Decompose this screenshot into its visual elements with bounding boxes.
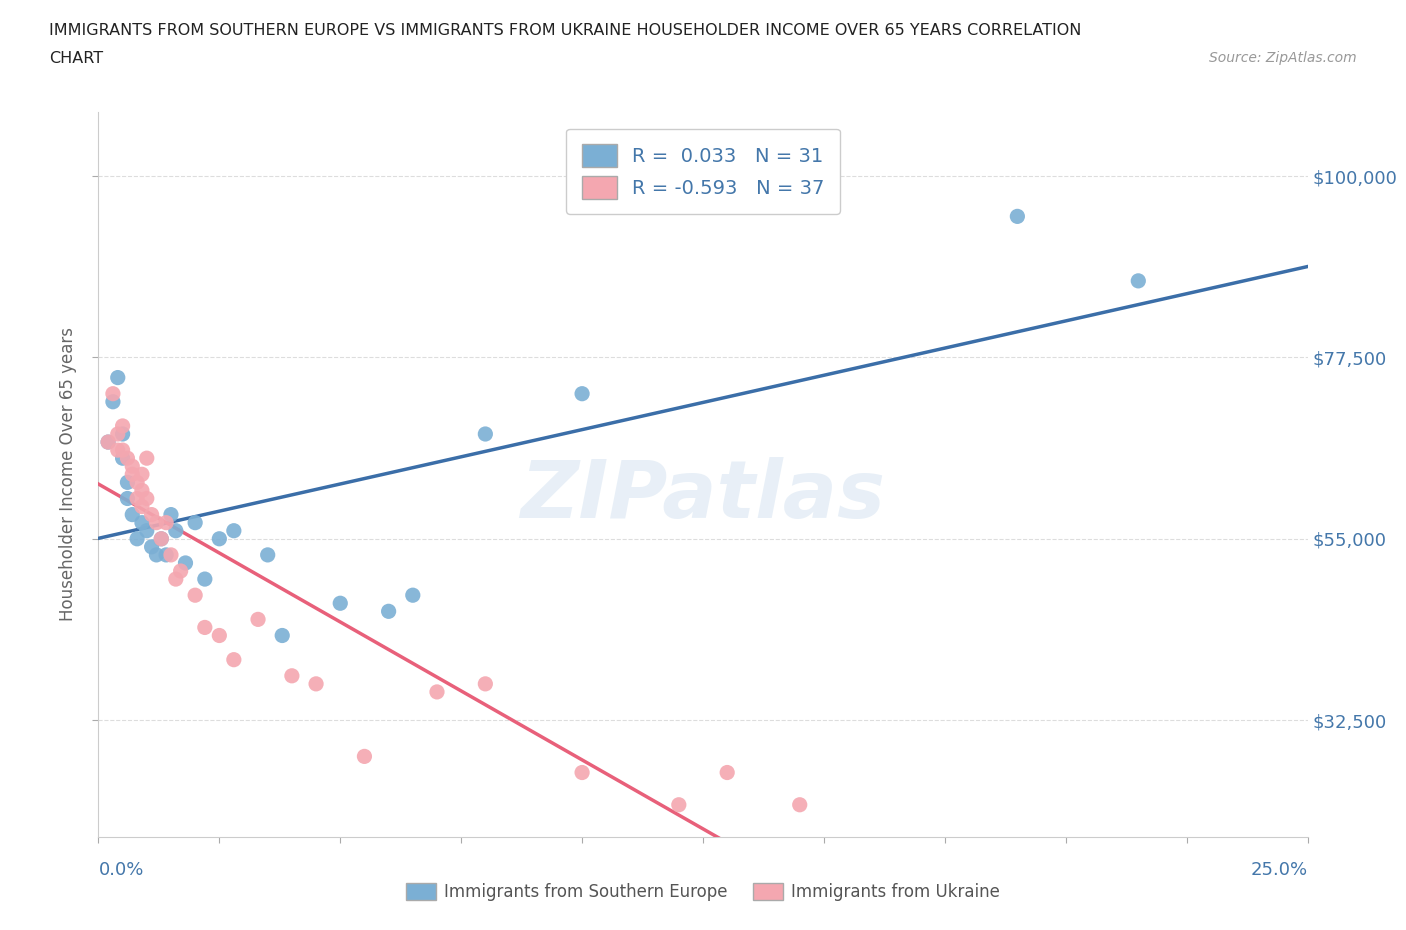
Point [145, 515, 167, 530]
Point [256, 548, 278, 563]
Point [101, 394, 124, 409]
Y-axis label: Householder Income Over 65 years: Householder Income Over 65 years [59, 327, 77, 621]
Point [174, 555, 197, 570]
Point [160, 548, 183, 563]
Point [668, 797, 690, 812]
Point [716, 765, 738, 780]
Point [141, 539, 163, 554]
Text: ZIPatlas: ZIPatlas [520, 457, 886, 535]
Legend: R =  0.033   N = 31, R = -0.593   N = 37: R = 0.033 N = 31, R = -0.593 N = 37 [567, 128, 839, 214]
Point [111, 451, 134, 466]
Point [150, 531, 173, 546]
Point [135, 524, 157, 538]
Point [222, 524, 245, 538]
Point [127, 475, 149, 490]
Point [141, 507, 163, 522]
Point [789, 797, 811, 812]
Point [208, 531, 231, 546]
Point [1128, 273, 1150, 288]
Point [353, 749, 375, 764]
Point [117, 491, 139, 506]
Point [305, 676, 328, 691]
Point [184, 588, 207, 603]
Point [271, 628, 294, 643]
Point [127, 531, 149, 546]
Point [145, 548, 167, 563]
Legend: Immigrants from Southern Europe, Immigrants from Ukraine: Immigrants from Southern Europe, Immigra… [399, 876, 1007, 908]
Point [131, 467, 153, 482]
Point [135, 491, 157, 506]
Point [194, 572, 217, 587]
Point [121, 467, 143, 482]
Point [117, 451, 139, 466]
Point [150, 531, 173, 546]
Point [329, 596, 352, 611]
Point [131, 515, 153, 530]
Point [111, 427, 134, 442]
Point [402, 588, 425, 603]
Point [117, 475, 139, 490]
Point [1007, 209, 1029, 224]
Point [426, 684, 449, 699]
Point [107, 427, 129, 442]
Point [155, 548, 177, 563]
Point [571, 386, 593, 401]
Point [184, 515, 207, 530]
Text: 0.0%: 0.0% [98, 860, 143, 879]
Point [135, 451, 157, 466]
Point [155, 515, 177, 530]
Point [101, 386, 124, 401]
Point [222, 652, 245, 667]
Point [121, 507, 143, 522]
Point [127, 491, 149, 506]
Point [281, 669, 304, 684]
Text: 25.0%: 25.0% [1250, 860, 1308, 879]
Point [97, 434, 120, 449]
Point [194, 620, 217, 635]
Point [571, 765, 593, 780]
Text: Source: ZipAtlas.com: Source: ZipAtlas.com [1209, 51, 1357, 65]
Point [97, 434, 120, 449]
Point [247, 612, 270, 627]
Text: IMMIGRANTS FROM SOUTHERN EUROPE VS IMMIGRANTS FROM UKRAINE HOUSEHOLDER INCOME OV: IMMIGRANTS FROM SOUTHERN EUROPE VS IMMIG… [49, 23, 1081, 38]
Point [474, 427, 496, 442]
Point [165, 524, 187, 538]
Point [111, 443, 134, 458]
Point [107, 443, 129, 458]
Point [169, 564, 191, 578]
Point [111, 418, 134, 433]
Point [107, 370, 129, 385]
Point [121, 458, 143, 473]
Text: CHART: CHART [49, 51, 103, 66]
Point [165, 572, 187, 587]
Point [131, 483, 153, 498]
Point [474, 676, 496, 691]
Point [160, 507, 183, 522]
Point [131, 499, 153, 514]
Point [377, 604, 399, 618]
Point [208, 628, 231, 643]
